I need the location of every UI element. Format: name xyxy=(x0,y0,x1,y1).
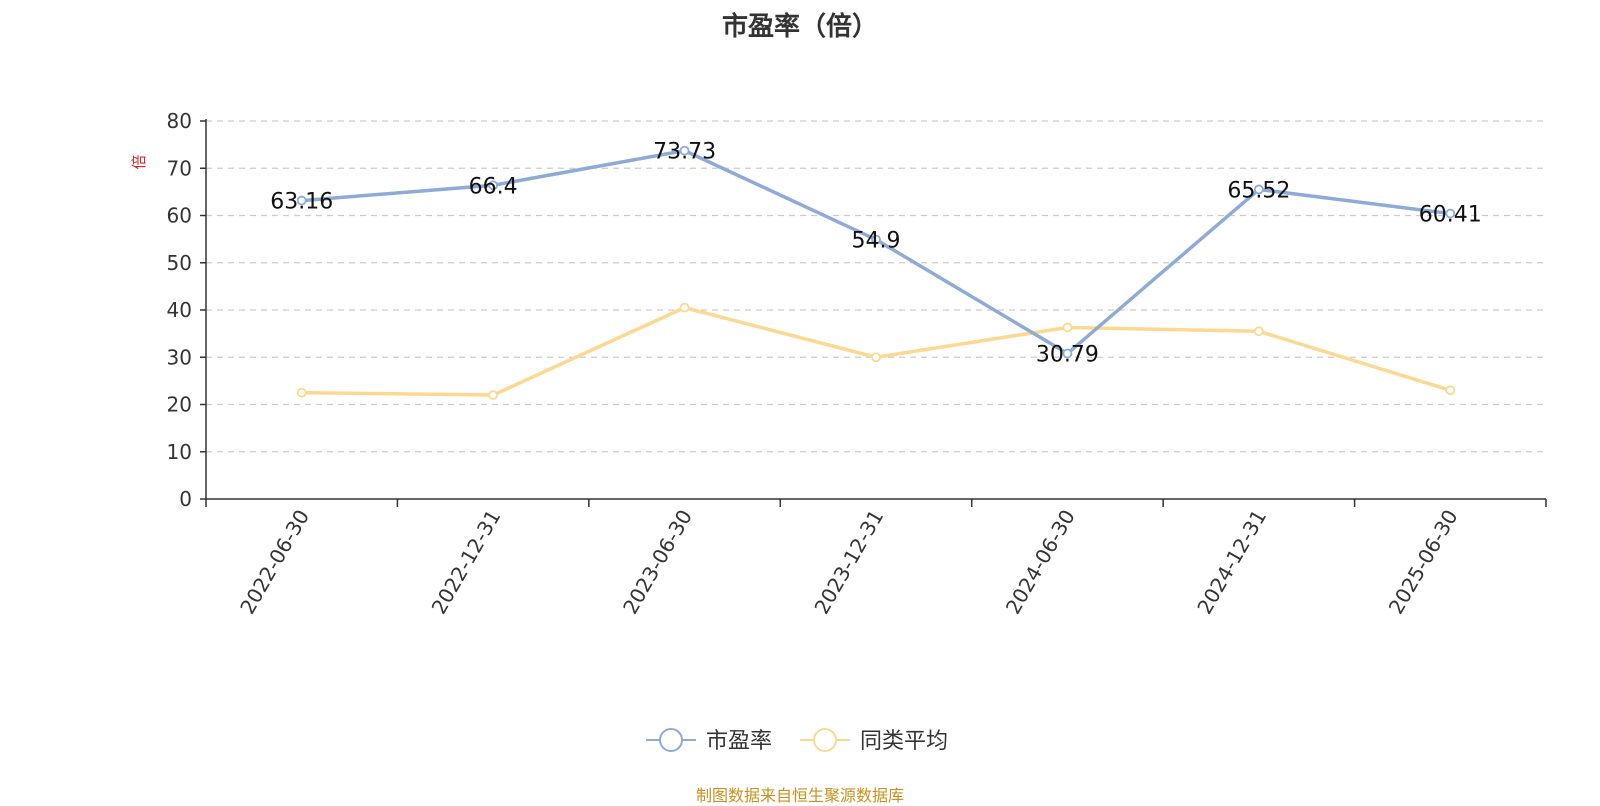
data-label: 73.73 xyxy=(653,140,716,165)
x-tick-label: 2023-12-31 xyxy=(809,506,888,619)
x-tick-label: 2023-06-30 xyxy=(618,506,697,619)
x-tick-label: 2024-12-31 xyxy=(1192,506,1271,619)
data-point xyxy=(1445,385,1456,396)
data-label: 60.41 xyxy=(1419,203,1482,228)
legend-label: 同类平均 xyxy=(860,729,948,754)
data-point xyxy=(488,180,499,191)
data-point xyxy=(871,352,881,363)
source-note: 制图数据来自恒生聚源数据库 xyxy=(695,786,904,805)
legend-marker xyxy=(813,728,837,752)
legend-marker xyxy=(659,728,683,752)
data-label: 54.9 xyxy=(852,229,901,254)
series-line xyxy=(301,305,1451,397)
data-label: 63.16 xyxy=(270,190,333,215)
data-label: 66.4 xyxy=(469,174,518,199)
y-axis-label: 倍 xyxy=(130,154,148,169)
data-point xyxy=(1062,322,1073,333)
y-tick-label: 0 xyxy=(179,487,192,511)
data-label-layer: 63.16 66.4 73.73 54.9 30.79 65.52 60.41 xyxy=(270,140,1482,368)
y-tick-label: 80 xyxy=(167,109,192,133)
legend: 市盈率 同类平均 xyxy=(646,728,948,754)
axis-layer: 0 10 20 30 40 50 60 70 80 倍 2022-06-30 2022-12-31 20… xyxy=(130,109,1547,619)
x-tick-label: 2024-06-30 xyxy=(1001,506,1080,619)
x-tick-label: 2022-12-31 xyxy=(427,506,506,619)
data-point xyxy=(871,234,881,245)
data-point xyxy=(1062,348,1073,359)
y-tick-label: 40 xyxy=(167,298,192,322)
data-label: 30.79 xyxy=(1036,343,1099,368)
x-tick-label: 2025-06-30 xyxy=(1384,506,1463,619)
series-layer xyxy=(296,145,1456,400)
y-tick-label: 60 xyxy=(167,204,192,228)
data-label: 65.52 xyxy=(1227,178,1290,203)
data-point xyxy=(679,145,690,156)
grid-layer xyxy=(206,120,1546,453)
y-tick-label: 70 xyxy=(167,156,192,180)
data-point xyxy=(679,302,690,313)
data-point xyxy=(1445,208,1456,219)
y-tick-label: 30 xyxy=(167,345,192,369)
y-tick-label: 10 xyxy=(167,440,192,464)
data-point xyxy=(488,390,499,400)
data-point xyxy=(296,195,307,206)
chart-title: 市盈率（倍） xyxy=(721,12,878,42)
data-point xyxy=(1253,326,1264,337)
legend-label: 市盈率 xyxy=(706,729,772,754)
data-point xyxy=(1253,184,1264,195)
data-point xyxy=(296,387,307,398)
y-tick-label: 20 xyxy=(167,393,192,417)
x-tick-label: 2022-06-30 xyxy=(235,506,314,619)
y-tick-label: 50 xyxy=(167,251,192,275)
